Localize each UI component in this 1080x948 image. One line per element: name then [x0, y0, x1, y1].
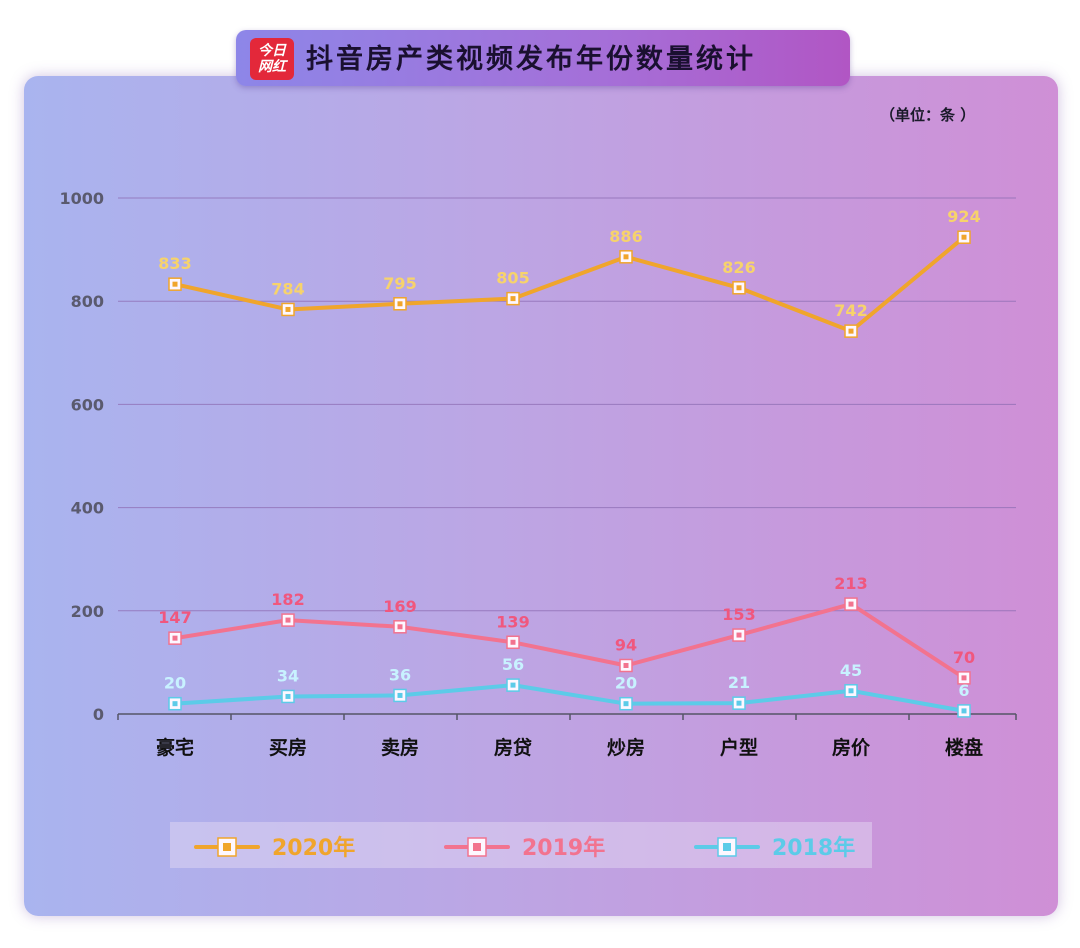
series-2020-data-label: 886: [609, 227, 642, 246]
series-2019-point-core: [623, 662, 629, 668]
series-2019-point-core: [848, 601, 854, 607]
series-2020-data-label: 795: [383, 274, 416, 293]
y-tick-label: 400: [71, 499, 104, 518]
series-2019-point-core: [961, 675, 967, 681]
x-tick-label: 楼盘: [945, 736, 983, 759]
series-2018-point-core: [848, 688, 854, 694]
series-2020-point-core: [172, 281, 178, 287]
series-2018-point-core: [736, 700, 742, 706]
brand-logo-text: 今日网红: [258, 43, 286, 75]
series-2020-data-label: 826: [722, 258, 755, 277]
series-2018-data-label: 21: [728, 673, 750, 692]
series-2018-data-label: 45: [840, 661, 862, 680]
series-2020-point-core: [961, 234, 967, 240]
x-tick-label: 豪宅: [156, 736, 194, 759]
x-tick-label: 户型: [720, 736, 758, 759]
series-2020-point-core: [623, 254, 629, 260]
series-2018-data-label: 20: [164, 674, 186, 693]
series-2018-data-label: 56: [502, 655, 524, 674]
series-2018-point-core: [961, 708, 967, 714]
series-2020-point-core: [848, 328, 854, 334]
series-2020-point-core: [510, 296, 516, 302]
legend-label: 2018年: [772, 835, 855, 861]
series-2020-point-core: [285, 306, 291, 312]
x-tick-label: 买房: [269, 736, 307, 759]
series-2019-point-core: [510, 639, 516, 645]
x-tick-label: 房贷: [494, 736, 532, 759]
series-2018-data-label: 6: [958, 681, 969, 700]
series-2019-point-core: [397, 624, 403, 630]
series-2020-data-label: 784: [271, 279, 304, 298]
series-2018-point-core: [510, 682, 516, 688]
series-2019-data-label: 182: [271, 590, 304, 609]
series-2019-point-core: [736, 632, 742, 638]
y-tick-label: 800: [71, 292, 104, 311]
series-2018-data-label: 20: [615, 674, 637, 693]
series-2019-data-label: 213: [834, 574, 867, 593]
series-2019-data-label: 70: [953, 648, 975, 667]
series-2019-data-label: 139: [496, 612, 529, 631]
series-2018-data-label: 34: [277, 666, 299, 685]
y-tick-label: 600: [71, 395, 104, 414]
chart-panel: [24, 76, 1058, 916]
y-tick-label: 1000: [59, 189, 104, 208]
series-2019-data-label: 147: [158, 608, 191, 627]
series-2020-point-core: [736, 285, 742, 291]
legend-swatch-core: [223, 843, 231, 851]
series-2019-point-core: [285, 617, 291, 623]
series-2018-point-core: [397, 692, 403, 698]
chart-title: 抖音房产类视频发布年份数量统计: [306, 44, 756, 75]
unit-label: （单位：条 ）: [880, 106, 976, 124]
legend-swatch-core: [723, 843, 731, 851]
brand-logo: 今日网红: [250, 38, 294, 80]
series-2018-point-core: [623, 701, 629, 707]
series-2020-line: [173, 235, 966, 334]
legend-label: 2019年: [522, 835, 605, 861]
series-2018-line: [173, 683, 966, 713]
series-2019-line: [173, 602, 966, 680]
series-2020-data-label: 833: [158, 254, 191, 273]
x-tick-label: 卖房: [381, 736, 419, 759]
series-2020-data-label: 924: [947, 207, 980, 226]
series-2019-data-label: 169: [383, 597, 416, 616]
series-2019-data-label: 94: [615, 635, 637, 654]
legend-label: 2020年: [272, 835, 355, 861]
series-2020-point-core: [397, 301, 403, 307]
x-tick-label: 炒房: [607, 736, 645, 759]
series-2018-point-core: [172, 701, 178, 707]
series-2020-data-label: 742: [834, 301, 867, 320]
series-2020-data-label: 805: [496, 269, 529, 288]
series-2019-data-label: 153: [722, 605, 755, 624]
legend-swatch-core: [473, 843, 481, 851]
series-2018-point-core: [285, 693, 291, 699]
series-2018-data-label: 36: [389, 665, 411, 684]
y-tick-label: 200: [71, 602, 104, 621]
series-2019-point-core: [172, 635, 178, 641]
x-tick-label: 房价: [832, 736, 871, 759]
title-bar: [236, 30, 850, 86]
y-tick-label: 0: [93, 705, 104, 724]
